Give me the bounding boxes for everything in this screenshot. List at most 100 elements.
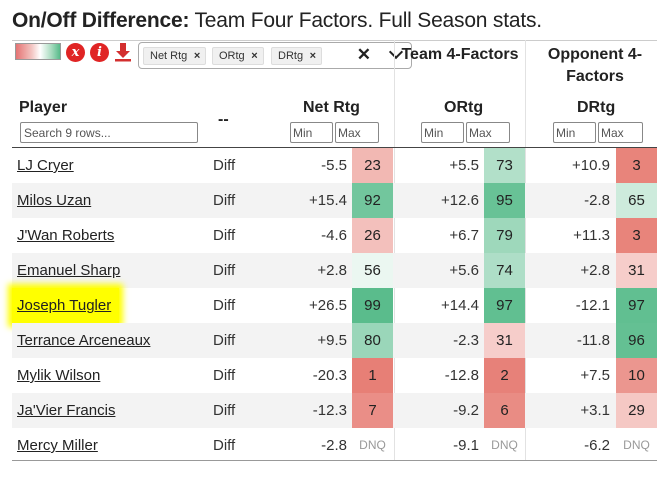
diff-label: Diff [213,437,236,454]
group-header-team: Team 4-Factors [401,46,519,63]
ortg-percentile: 6 [484,393,525,428]
column-header-ortg[interactable]: ORtg [444,99,484,116]
clear-filters-icon[interactable]: x [66,43,85,62]
drtg-percentile: 3 [616,218,657,253]
page-title-rest: Team Four Factors. Full Season stats. [189,9,543,32]
net-rtg-percentile: 99 [352,288,393,323]
net-rtg-value: -12.3 [312,402,347,419]
table-row: Terrance Arceneaux Diff +9.5 80 -2.3 31 -11.8 9… [12,323,657,358]
column-header-dash[interactable]: -- [218,111,229,128]
ortg-value: -12.8 [444,367,479,384]
ortg-value: -9.1 [453,437,479,454]
drtg-value: -6.2 [584,437,610,454]
ortg-percentile: 79 [484,218,525,253]
ortg-value: +5.5 [449,157,479,174]
table-row: Joseph Tugler Diff +26.5 99 +14.4 97 -12.1 97 [12,288,657,323]
player-link[interactable]: Mercy Miller [17,437,98,454]
column-filter-select[interactable]: Net Rtg × ORtg × DRtg × ✕ [138,42,412,69]
header-top-rule [12,40,657,41]
page-title-bold: On/Off Difference: [12,9,190,32]
column-header-net-rtg[interactable]: Net Rtg [303,99,360,116]
column-header-player[interactable]: Player [19,99,68,116]
drtg-max-input[interactable] [598,122,643,143]
column-separator [525,40,526,460]
filter-chip-label: DRtg [278,50,304,62]
ortg-value: +14.4 [441,297,479,314]
chip-remove-icon[interactable]: × [309,50,317,62]
ortg-percentile: 95 [484,183,525,218]
clear-selection-icon[interactable]: ✕ [356,45,371,64]
table-row: Mylik Wilson Diff -20.3 1 -12.8 2 +7.5 10 [12,358,657,393]
drtg-percentile: 97 [616,288,657,323]
table-row: Milos Uzan Diff +15.4 92 +12.6 95 -2.8 65 [12,183,657,218]
download-icon[interactable] [113,42,133,62]
player-link[interactable]: Milos Uzan [17,192,92,209]
net-rtg-percentile: 23 [352,148,393,183]
net-rtg-value: +2.8 [317,262,347,279]
diff-label: Diff [213,157,236,174]
filter-chip-label: Net Rtg [150,50,188,62]
group-header-opponent: Opponent 4-Factors [547,46,643,85]
table-row: Emanuel Sharp Diff +2.8 56 +5.6 74 +2.8 31 [12,253,657,288]
net-rtg-max-input[interactable] [335,122,379,143]
net-rtg-value: +9.5 [317,332,347,349]
drtg-value: +11.3 [573,227,610,244]
chip-remove-icon[interactable]: × [193,50,201,62]
color-scale-toggle-button[interactable] [15,43,61,60]
drtg-percentile: 10 [616,358,657,393]
net-rtg-min-input[interactable] [290,122,333,143]
ortg-value: +6.7 [449,227,479,244]
drtg-value: +7.5 [580,367,610,384]
ortg-percentile: 31 [484,323,525,358]
ortg-value: +5.6 [449,262,479,279]
net-rtg-value: +26.5 [309,297,347,314]
net-rtg-percentile: 92 [352,183,393,218]
info-icon[interactable]: i [90,43,109,62]
drtg-percentile: DNQ [623,438,650,452]
diff-label: Diff [213,262,236,279]
player-link[interactable]: Mylik Wilson [17,367,101,384]
net-rtg-value: -4.6 [321,227,347,244]
net-rtg-percentile: DNQ [359,438,386,452]
player-link[interactable]: Joseph Tugler [12,288,120,323]
player-link[interactable]: LJ Cryer [17,157,74,174]
drtg-min-input[interactable] [553,122,596,143]
drtg-value: +3.1 [580,402,610,419]
player-link[interactable]: Emanuel Sharp [17,262,121,279]
net-rtg-percentile: 56 [352,253,393,288]
net-rtg-percentile: 80 [352,323,393,358]
net-rtg-value: -5.5 [321,157,347,174]
ortg-percentile: 2 [484,358,525,393]
ortg-value: -9.2 [453,402,479,419]
drtg-percentile: 3 [616,148,657,183]
drtg-percentile: 31 [616,253,657,288]
filter-chip-net-rtg[interactable]: Net Rtg × [143,47,207,65]
player-link[interactable]: Terrance Arceneaux [17,332,151,349]
page-title: On/Off Difference: Team Four Factors. Fu… [12,9,542,33]
ortg-min-input[interactable] [421,122,464,143]
table-bottom-rule [12,460,657,461]
net-rtg-value: +15.4 [309,192,347,209]
diff-label: Diff [213,402,236,419]
drtg-value: -2.8 [584,192,610,209]
drtg-percentile: 29 [616,393,657,428]
filter-chip-ortg[interactable]: ORtg × [212,47,264,65]
column-header-drtg[interactable]: DRtg [577,99,616,116]
column-separator [394,40,395,460]
ortg-max-input[interactable] [466,122,510,143]
ortg-percentile: 74 [484,253,525,288]
drtg-value: -11.8 [576,332,610,349]
search-input[interactable] [20,122,198,143]
filter-chip-drtg[interactable]: DRtg × [271,47,323,65]
drtg-value: -12.1 [575,297,610,314]
ortg-percentile: 97 [484,288,525,323]
table-row: Mercy Miller Diff -2.8 DNQ -9.1 DNQ -6.2 DNQ [12,428,657,463]
net-rtg-percentile: 7 [352,393,393,428]
net-rtg-value: -2.8 [321,437,347,454]
player-link[interactable]: J'Wan Roberts [17,227,115,244]
table-row: J'Wan Roberts Diff -4.6 26 +6.7 79 +11.3 3 [12,218,657,253]
chip-remove-icon[interactable]: × [251,50,258,62]
table-row: LJ Cryer Diff -5.5 23 +5.5 73 +10.9 3 [12,148,657,183]
player-link[interactable]: Ja'Vier Francis [17,402,116,419]
drtg-value: +10.9 [572,157,610,174]
